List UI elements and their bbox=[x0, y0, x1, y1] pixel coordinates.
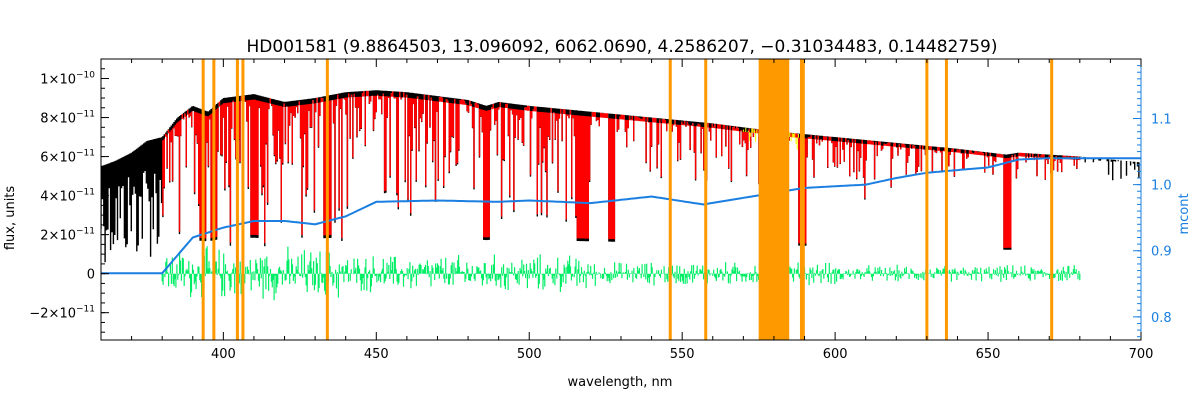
x-tick-label: 700 bbox=[1129, 347, 1154, 362]
y-tick-label: 1×10−10 bbox=[40, 71, 95, 88]
axes: 400 450 500 550 600 650 700−2×10−1102×10−114×1… bbox=[29, 58, 1172, 362]
y-tick-mantissa: −2×10 bbox=[29, 307, 76, 322]
y-tick-mantissa: 6×10 bbox=[40, 151, 76, 166]
x-tick-label: 600 bbox=[823, 347, 848, 362]
y-tick-exponent: −11 bbox=[76, 149, 95, 159]
y-tick-label: 6×10−11 bbox=[40, 149, 95, 166]
y2-tick-label: 0.9 bbox=[1151, 245, 1172, 260]
y-tick-exponent: −10 bbox=[76, 71, 95, 81]
y2-tick-label: 1.1 bbox=[1151, 113, 1172, 128]
y-tick-label: 8×10−11 bbox=[40, 110, 95, 127]
x-tick-label: 500 bbox=[517, 347, 542, 362]
y-tick-mantissa: 0 bbox=[87, 268, 95, 283]
residual-line bbox=[161, 246, 1081, 301]
y-tick-mantissa: 4×10 bbox=[40, 190, 76, 205]
y-tick-exponent: −11 bbox=[76, 227, 95, 237]
y2-tick-label: 0.8 bbox=[1151, 311, 1172, 326]
x-tick-label: 450 bbox=[364, 347, 389, 362]
x-tick-label: 400 bbox=[211, 347, 236, 362]
y-tick-mantissa: 1×10 bbox=[40, 73, 76, 88]
plot-content bbox=[101, 59, 1141, 340]
model-spectrum-line bbox=[162, 90, 1081, 248]
y-tick-mantissa: 8×10 bbox=[40, 112, 76, 127]
x-tick-label: 650 bbox=[976, 347, 1001, 362]
x-tick-label: 550 bbox=[670, 347, 695, 362]
mcont-line bbox=[101, 157, 1141, 275]
y-axis-label: flux, units bbox=[3, 186, 18, 251]
mask-band bbox=[758, 59, 790, 340]
y-tick-label: 2×10−11 bbox=[40, 227, 95, 244]
y-tick-mantissa: 2×10 bbox=[40, 229, 76, 244]
y2-tick-label: 1.0 bbox=[1151, 179, 1172, 194]
chart-title: HD001581 (9.8864503, 13.096092, 6062.069… bbox=[247, 37, 998, 57]
y-tick-label: 4×10−11 bbox=[40, 188, 95, 205]
y-tick-exponent: −11 bbox=[76, 188, 95, 198]
right-axis-label: mcont bbox=[1177, 193, 1192, 234]
y-tick-label: 0 bbox=[87, 268, 95, 283]
x-axis-label: wavelength, nm bbox=[568, 375, 673, 390]
plot-area bbox=[101, 59, 1141, 340]
y-tick-label: −2×10−11 bbox=[29, 305, 95, 322]
y-tick-exponent: −11 bbox=[76, 305, 95, 315]
y-tick-exponent: −11 bbox=[76, 110, 95, 120]
